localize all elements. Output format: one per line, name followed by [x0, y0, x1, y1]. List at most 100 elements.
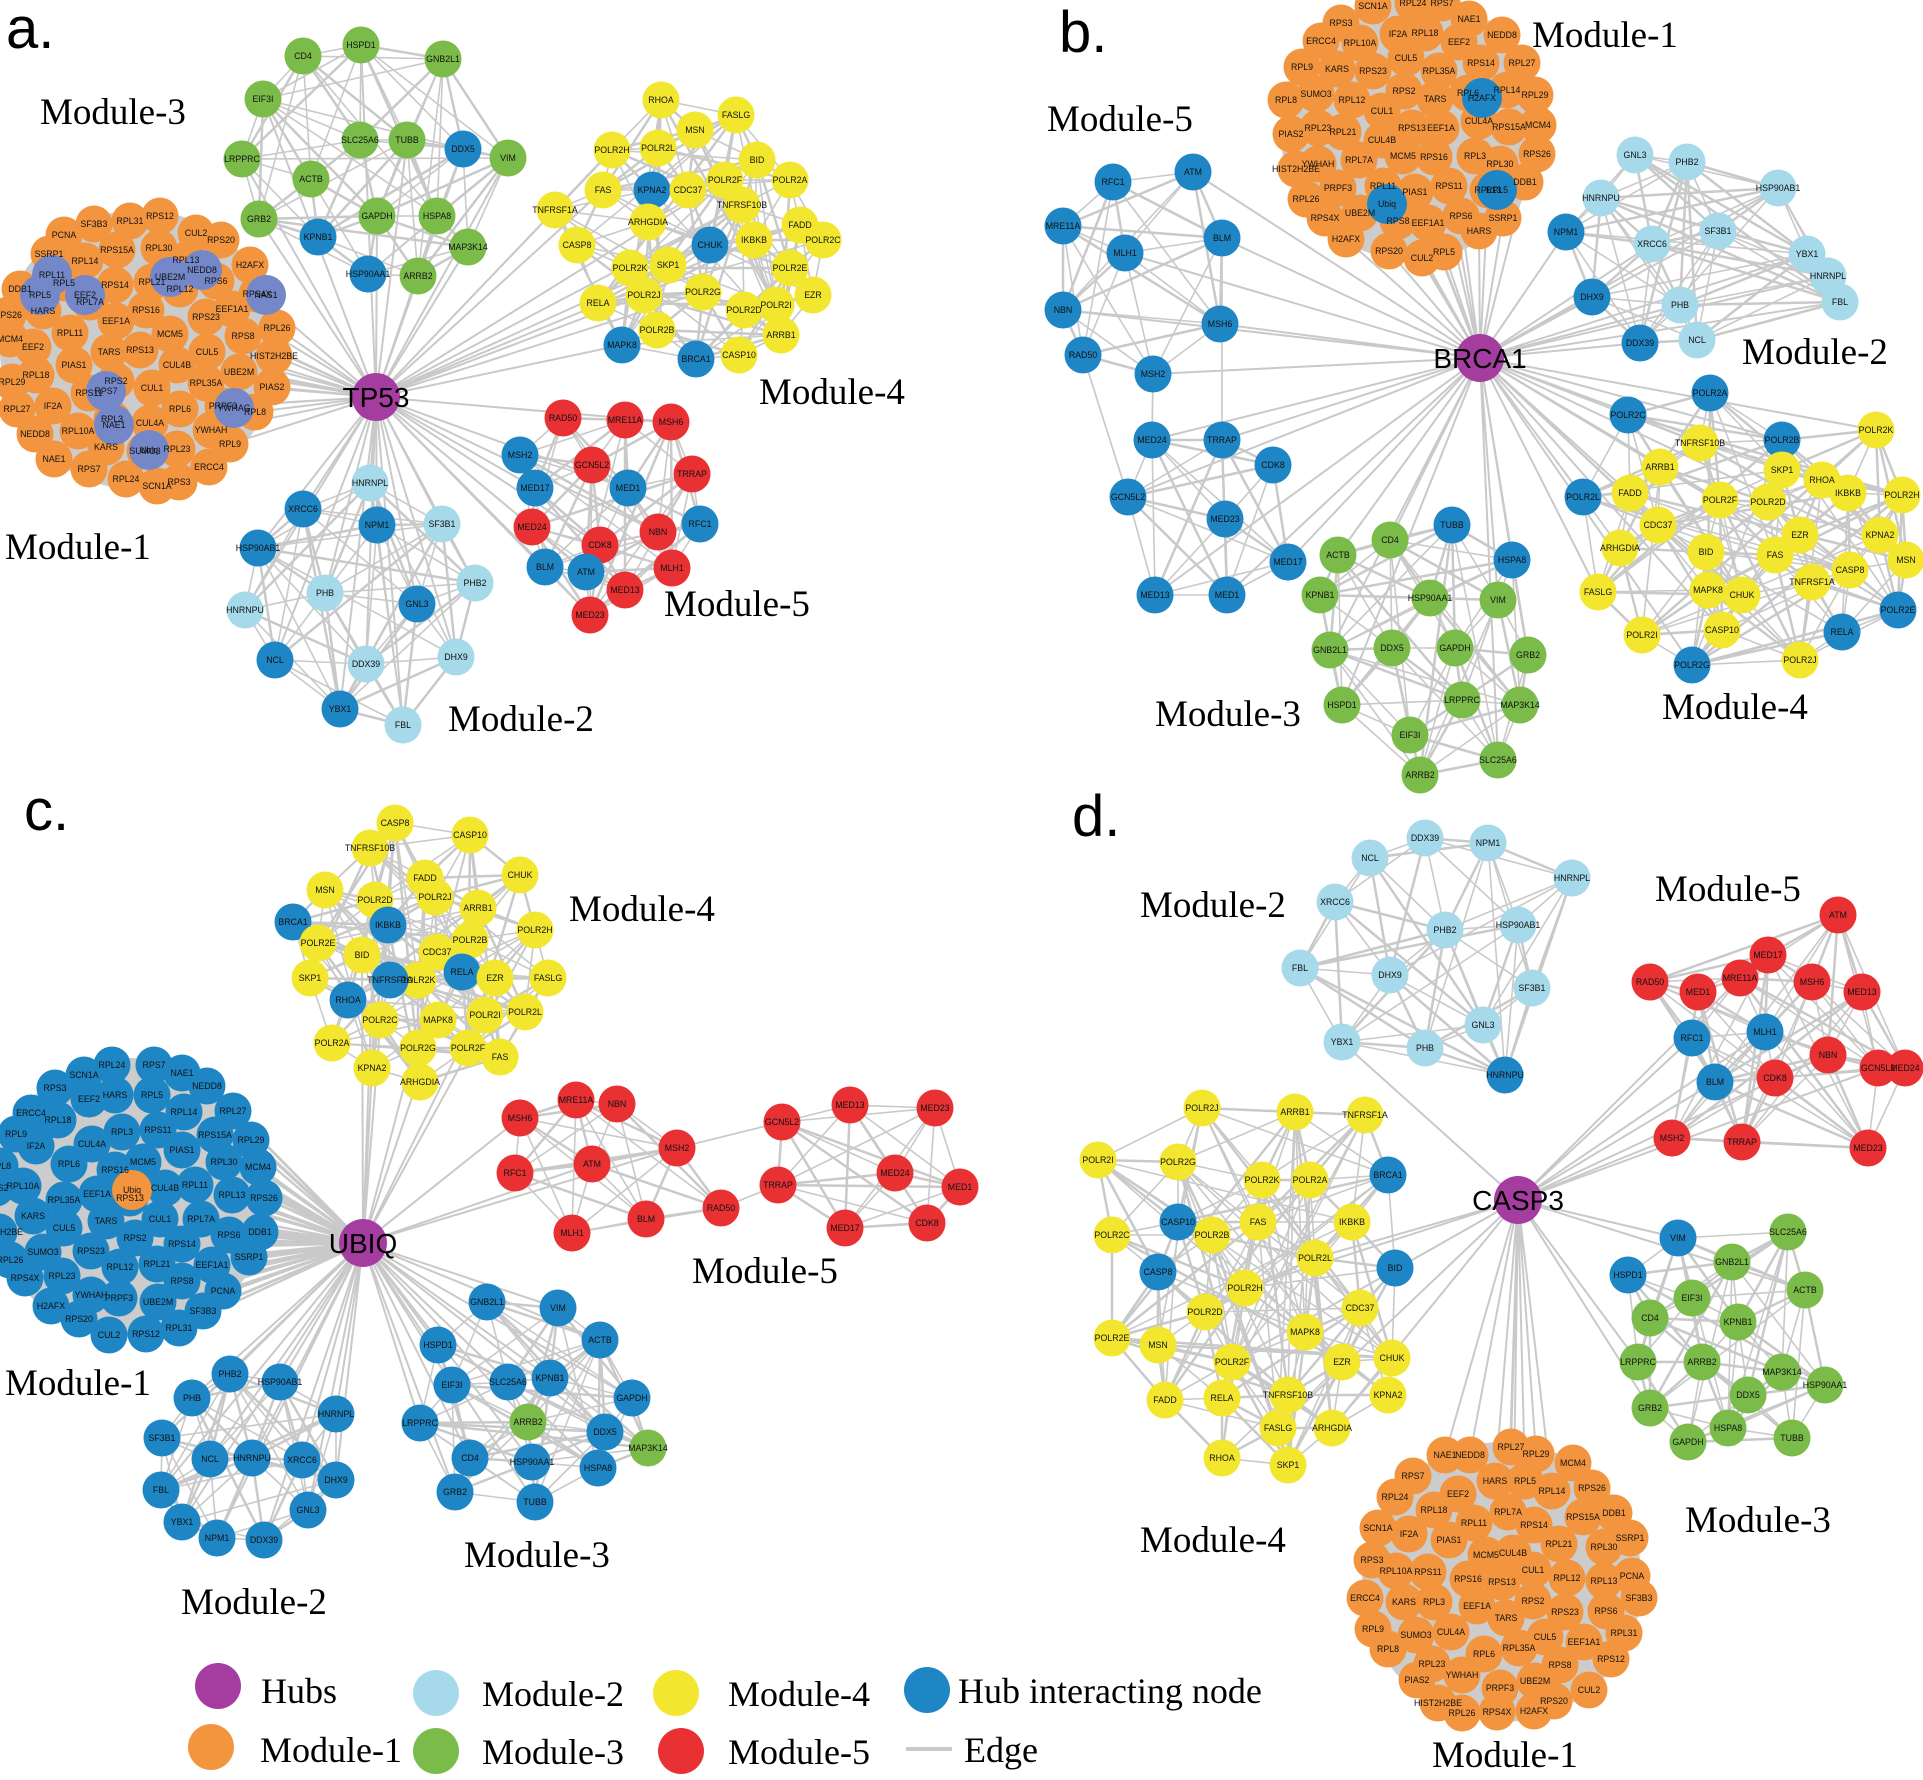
- svg-text:CASP10: CASP10: [722, 350, 756, 360]
- svg-text:RPL29: RPL29: [1523, 1449, 1550, 1459]
- svg-text:POLR2D: POLR2D: [357, 895, 392, 905]
- svg-text:SSRP1: SSRP1: [1489, 213, 1518, 223]
- svg-text:KARS: KARS: [94, 442, 118, 452]
- svg-text:GRB2: GRB2: [247, 214, 271, 224]
- svg-text:UBE2M: UBE2M: [1520, 1676, 1550, 1686]
- svg-text:RPL8: RPL8: [0, 1161, 11, 1171]
- svg-text:CHUK: CHUK: [508, 870, 533, 880]
- svg-text:TARS: TARS: [98, 347, 121, 357]
- svg-text:RHOA: RHOA: [1209, 1453, 1235, 1463]
- svg-text:SCN1A: SCN1A: [1363, 1523, 1392, 1533]
- svg-text:POLR2E: POLR2E: [301, 938, 336, 948]
- svg-text:RPL7A: RPL7A: [187, 1214, 215, 1224]
- svg-text:MCM4: MCM4: [1560, 1458, 1586, 1468]
- svg-text:RPS12: RPS12: [146, 211, 174, 221]
- svg-text:CDC37: CDC37: [423, 947, 452, 957]
- svg-text:ATM: ATM: [577, 567, 595, 577]
- svg-text:RPS7: RPS7: [1431, 0, 1454, 8]
- svg-text:VIM: VIM: [550, 1303, 566, 1313]
- svg-text:NPM1: NPM1: [1554, 227, 1579, 237]
- svg-text:RPL21: RPL21: [1546, 1539, 1573, 1549]
- svg-text:FBL: FBL: [1832, 297, 1848, 307]
- svg-text:NBN: NBN: [1819, 1050, 1838, 1060]
- svg-text:RPS7: RPS7: [1402, 1471, 1425, 1481]
- svg-text:c.: c.: [24, 778, 69, 843]
- svg-text:UBE2M: UBE2M: [224, 367, 254, 377]
- svg-text:PCNA: PCNA: [211, 1286, 236, 1296]
- svg-text:DHX9: DHX9: [1580, 292, 1604, 302]
- svg-text:LRPPRC: LRPPRC: [224, 154, 260, 164]
- svg-text:CUL1: CUL1: [141, 383, 164, 393]
- svg-text:BRCA1: BRCA1: [1433, 343, 1526, 374]
- svg-text:RPL35A: RPL35A: [48, 1195, 81, 1205]
- svg-text:POLR2J: POLR2J: [1185, 1103, 1218, 1113]
- svg-text:RPL5: RPL5: [1486, 185, 1508, 195]
- svg-text:EEF2: EEF2: [22, 342, 44, 352]
- svg-text:ACTB: ACTB: [299, 174, 323, 184]
- svg-text:Module-2: Module-2: [482, 1674, 624, 1714]
- svg-text:FASLG: FASLG: [722, 110, 751, 120]
- svg-text:HIST2H2BE: HIST2H2BE: [0, 1227, 23, 1237]
- svg-text:PHB2: PHB2: [1676, 157, 1699, 167]
- svg-text:EEF2: EEF2: [78, 1094, 100, 1104]
- svg-text:FADD: FADD: [1153, 1395, 1176, 1405]
- svg-text:TARS: TARS: [95, 1216, 118, 1226]
- svg-text:SCN1A: SCN1A: [1358, 1, 1387, 11]
- svg-text:RPS4X: RPS4X: [1311, 213, 1340, 223]
- svg-text:FASLG: FASLG: [1264, 1423, 1293, 1433]
- svg-text:TARS: TARS: [1424, 94, 1447, 104]
- svg-text:HSP90AA1: HSP90AA1: [1803, 1380, 1848, 1390]
- svg-text:RPL8: RPL8: [1275, 95, 1297, 105]
- svg-text:PRPF3: PRPF3: [1324, 183, 1352, 193]
- svg-text:SSRP1: SSRP1: [235, 1252, 264, 1262]
- svg-text:RPS3: RPS3: [1361, 1555, 1384, 1565]
- svg-text:GNB2L1: GNB2L1: [426, 54, 460, 64]
- svg-text:POLR2C: POLR2C: [1610, 410, 1646, 420]
- svg-text:EIF3I: EIF3I: [1399, 730, 1420, 740]
- svg-text:TARS: TARS: [1495, 1613, 1518, 1623]
- svg-text:ARRB1: ARRB1: [766, 330, 795, 340]
- svg-text:CUL2: CUL2: [98, 1330, 121, 1340]
- svg-text:POLR2F: POLR2F: [451, 1043, 486, 1053]
- svg-text:NCL: NCL: [1361, 853, 1379, 863]
- svg-text:BID: BID: [1699, 547, 1714, 557]
- svg-text:FAS: FAS: [1767, 550, 1784, 560]
- svg-text:POLR2H: POLR2H: [1884, 490, 1919, 500]
- svg-text:SSRP1: SSRP1: [1616, 1533, 1645, 1543]
- svg-text:MED17: MED17: [1753, 950, 1782, 960]
- svg-text:EEF1A: EEF1A: [83, 1189, 111, 1199]
- svg-text:RELA: RELA: [587, 298, 610, 308]
- svg-text:POLR2K: POLR2K: [1245, 1175, 1280, 1185]
- svg-text:CUL5: CUL5: [1534, 1632, 1557, 1642]
- svg-text:SLC25A6: SLC25A6: [341, 135, 379, 145]
- svg-text:POLR2D: POLR2D: [1187, 1307, 1222, 1317]
- svg-text:RPL6: RPL6: [169, 404, 191, 414]
- svg-text:RPL18: RPL18: [1421, 1505, 1448, 1515]
- svg-text:TRRAP: TRRAP: [1727, 1137, 1757, 1147]
- svg-text:MED24: MED24: [517, 522, 546, 532]
- svg-text:RPL9: RPL9: [1291, 62, 1313, 72]
- svg-text:MAPK8: MAPK8: [607, 340, 637, 350]
- svg-text:MSN: MSN: [1896, 555, 1916, 565]
- svg-text:CDC37: CDC37: [674, 185, 703, 195]
- svg-text:CUL2: CUL2: [185, 228, 208, 238]
- svg-text:HSPA8: HSPA8: [584, 1463, 612, 1473]
- svg-text:BLM: BLM: [536, 562, 554, 572]
- svg-text:POLR2L: POLR2L: [1298, 1253, 1332, 1263]
- svg-text:XRCC6: XRCC6: [288, 504, 318, 514]
- svg-text:Ubiq: Ubiq: [140, 445, 158, 455]
- svg-text:TNFRSF1A: TNFRSF1A: [1342, 1110, 1388, 1120]
- svg-text:MSN: MSN: [315, 885, 335, 895]
- svg-text:TRRAP: TRRAP: [1207, 435, 1237, 445]
- svg-text:IKBKB: IKBKB: [1835, 488, 1861, 498]
- svg-text:POLR2A: POLR2A: [773, 175, 808, 185]
- svg-text:VIM: VIM: [500, 153, 516, 163]
- svg-text:EEF1A1: EEF1A1: [196, 1260, 229, 1270]
- svg-text:EEF1A: EEF1A: [102, 316, 130, 326]
- svg-text:GCN5L2: GCN5L2: [1111, 492, 1145, 502]
- svg-text:CASP3: CASP3: [1472, 1185, 1564, 1216]
- svg-text:RPL13: RPL13: [173, 255, 200, 265]
- svg-text:RPS6: RPS6: [1450, 211, 1473, 221]
- svg-text:PIAS1: PIAS1: [1437, 1535, 1462, 1545]
- svg-text:RPL12: RPL12: [1554, 1573, 1581, 1583]
